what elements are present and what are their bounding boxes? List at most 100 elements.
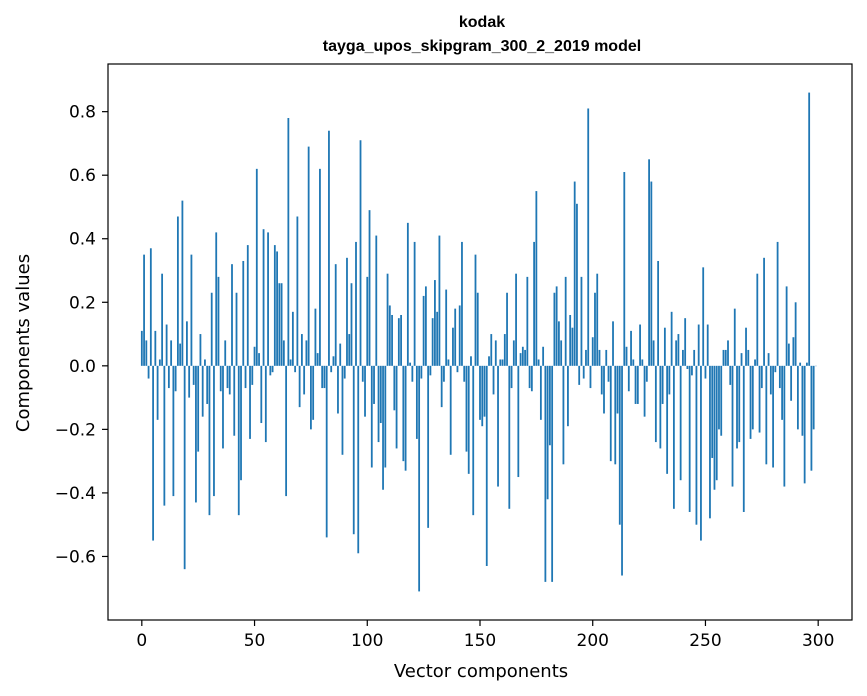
bar-217 <box>630 330 632 366</box>
bar-168 <box>519 353 522 366</box>
bar-55 <box>264 365 267 443</box>
bar-254 <box>713 365 716 490</box>
bar-294 <box>803 365 806 484</box>
bar-21 <box>188 365 191 398</box>
bar-77 <box>314 308 317 366</box>
bar-173 <box>530 365 533 392</box>
bar-24 <box>195 365 197 503</box>
y-tick-label: −0.4 <box>55 484 96 504</box>
bar-72 <box>303 365 306 395</box>
bar-38 <box>226 365 229 389</box>
bar-218 <box>632 359 635 366</box>
bar-206 <box>605 349 608 366</box>
bar-221 <box>639 324 641 366</box>
bar-120 <box>411 365 414 382</box>
bar-256 <box>718 365 720 430</box>
bar-260 <box>727 340 729 366</box>
bar-226 <box>650 181 653 366</box>
bar-212 <box>618 365 621 525</box>
bar-37 <box>224 340 227 366</box>
bar-29 <box>206 365 209 404</box>
bar-289 <box>792 337 795 366</box>
y-axis-label: Components values <box>13 254 34 432</box>
bar-46 <box>244 365 247 389</box>
bar-207 <box>607 365 610 382</box>
bar-153 <box>485 365 488 566</box>
bar-105 <box>377 365 380 443</box>
bar-266 <box>740 353 743 366</box>
x-tick-label: 0 <box>136 631 147 651</box>
bar-261 <box>729 365 732 385</box>
bar-15 <box>174 365 177 392</box>
bar-85 <box>332 356 335 366</box>
bar-76 <box>312 365 315 420</box>
bar-45 <box>242 260 245 366</box>
bar-279 <box>769 365 772 395</box>
bar-222 <box>641 359 644 366</box>
bar-231 <box>661 365 664 404</box>
bar-175 <box>535 191 538 366</box>
bar-184 <box>555 286 558 366</box>
bar-210 <box>614 365 617 465</box>
bar-250 <box>704 365 707 379</box>
x-axis: 0 50 100 150 200 250 300 <box>136 620 834 651</box>
bar-284 <box>781 365 784 420</box>
bar-7 <box>156 365 159 420</box>
bar-47 <box>246 245 249 366</box>
bar-273 <box>756 273 759 366</box>
bar-213 <box>621 365 623 576</box>
bar-245 <box>693 349 696 366</box>
bar-270 <box>749 365 752 439</box>
bar-42 <box>235 292 238 366</box>
bar-267 <box>742 365 745 512</box>
chart-title: kodak <box>459 14 505 31</box>
bar-150 <box>479 365 481 420</box>
y-tick-label: 0.0 <box>69 357 96 377</box>
bar-234 <box>668 365 671 395</box>
bar-195 <box>580 276 583 366</box>
bar-122 <box>415 365 418 439</box>
bar-104 <box>375 235 378 366</box>
bar-275 <box>760 365 763 389</box>
bar-64 <box>285 365 288 497</box>
bar-281 <box>774 365 777 373</box>
bar-203 <box>598 349 601 366</box>
bar-292 <box>799 362 802 366</box>
y-tick-label: 0.2 <box>69 293 96 313</box>
bar-20 <box>186 321 188 366</box>
bar-251 <box>706 324 709 366</box>
bar-48 <box>249 365 251 439</box>
bar-172 <box>528 365 531 389</box>
bar-142 <box>461 241 463 366</box>
bar-253 <box>711 365 714 458</box>
bar-112 <box>393 365 396 411</box>
bar-134 <box>443 365 445 382</box>
bar-277 <box>765 365 768 465</box>
bar-131 <box>436 311 439 366</box>
bar-239 <box>679 365 682 481</box>
bar-176 <box>537 359 540 366</box>
bar-124 <box>420 365 423 379</box>
bar-151 <box>481 365 484 427</box>
bar-116 <box>402 365 405 462</box>
bar-257 <box>720 365 723 436</box>
bar-117 <box>404 365 407 471</box>
bar-182 <box>551 365 554 582</box>
bar-31 <box>210 292 213 366</box>
bar-148 <box>474 254 477 366</box>
bar-95 <box>355 241 357 366</box>
bar-110 <box>388 305 391 366</box>
bar-263 <box>733 308 736 366</box>
bar-135 <box>445 289 448 366</box>
bar-49 <box>251 365 254 385</box>
bar-290 <box>794 302 797 366</box>
bar-100 <box>366 276 369 366</box>
bar-109 <box>386 273 389 366</box>
bar-16 <box>176 216 179 366</box>
bar-240 <box>682 349 684 366</box>
bar-162 <box>506 292 508 366</box>
bar-258 <box>722 349 725 366</box>
bar-61 <box>278 283 281 366</box>
bar-129 <box>431 318 434 366</box>
